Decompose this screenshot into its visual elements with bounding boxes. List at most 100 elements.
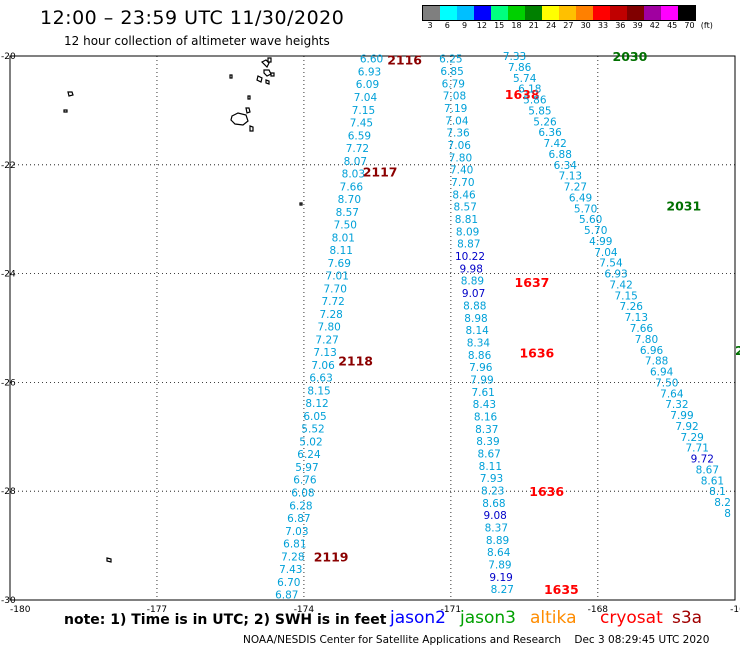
wave-height-value: 8.39 — [476, 436, 499, 448]
wave-height-value: 7.27 — [564, 182, 587, 194]
wave-height-value: 6.24 — [297, 449, 321, 461]
wave-height-value: 8.46 — [452, 189, 476, 201]
wave-height-value: 6.60 — [360, 54, 383, 66]
wave-height-value: 7.33 — [503, 51, 526, 63]
wave-height-value: 6.18 — [518, 84, 541, 96]
wave-height-value: 6.36 — [538, 127, 562, 139]
latitude-label: -24 — [1, 270, 16, 280]
wave-height-value: 7.99 — [470, 374, 493, 386]
color-scale-label: 3 — [427, 21, 433, 30]
color-swatch — [576, 6, 593, 20]
color-scale-label: 18 — [511, 21, 522, 30]
wave-height-value: 5.85 — [528, 105, 551, 117]
color-scale-label: 24 — [546, 21, 557, 30]
wave-height-value: 7.99 — [670, 410, 693, 422]
wave-height-value: 8.15 — [307, 385, 330, 397]
satellite-legend-item: altika — [530, 608, 577, 628]
track-b: 6.256.856.797.087.197.047.367.067.807.40… — [439, 54, 579, 597]
wave-height-value: 6.93 — [358, 66, 381, 78]
wave-height-value: 8.14 — [465, 325, 489, 337]
wave-height-value: 8.37 — [475, 424, 498, 436]
wave-height-value: 5.97 — [295, 462, 318, 474]
wave-height-value: 7.80 — [449, 152, 472, 164]
wave-height-value: 6.08 — [291, 487, 314, 499]
wave-height-value: 7.70 — [324, 283, 347, 295]
wave-height-value: 8.11 — [479, 461, 502, 473]
wave-height-value: 7.72 — [346, 143, 369, 155]
pass-number-label: 2117 — [363, 164, 398, 179]
wave-height-value: 8.37 — [485, 522, 508, 534]
wave-height-value: 7.04 — [445, 115, 469, 127]
wave-height-value: 7.13 — [625, 312, 648, 324]
wave-height-value: 6.79 — [442, 78, 465, 90]
wave-height-value: 7.54 — [599, 258, 623, 270]
wave-height-value: 7.66 — [630, 323, 654, 335]
color-swatch — [440, 6, 457, 20]
credit-text: NOAA/NESDIS Center for Satellite Applica… — [243, 634, 561, 646]
wave-height-value: 7.70 — [451, 177, 474, 189]
wave-height-value: 8.16 — [474, 411, 498, 423]
wave-height-value: 6.88 — [549, 149, 572, 161]
color-scale-label: 42 — [649, 21, 660, 30]
wave-height-value: 6.93 — [604, 269, 627, 281]
map-subtitle: 12 hour collection of altimeter wave hei… — [64, 34, 330, 48]
color-swatch — [525, 6, 542, 20]
wave-height-value: 6.76 — [293, 475, 317, 487]
wave-height-value: 6.59 — [348, 130, 371, 142]
wave-height-value: 6.28 — [289, 500, 312, 512]
wave-height-value: 6.63 — [309, 373, 332, 385]
wave-height-value: 6.96 — [640, 345, 664, 357]
wave-height-value: 6.09 — [356, 79, 379, 91]
longitude-label: -174 — [294, 605, 315, 615]
wave-height-value: 8.88 — [463, 300, 486, 312]
wave-height-value: 7.92 — [675, 421, 698, 433]
wave-height-value: 8.34 — [467, 337, 491, 349]
pass-number-label: 1636 — [519, 345, 554, 360]
pass-number-label: 1635 — [544, 582, 579, 597]
color-scale-label: 45 — [667, 21, 678, 30]
wave-height-value: 7.28 — [319, 309, 342, 321]
wave-height-value: 8.98 — [464, 313, 487, 325]
color-swatch — [678, 6, 695, 20]
credit-line: NOAA/NESDIS Center for Satellite Applica… — [243, 634, 709, 646]
pass-number-label: 2030 — [613, 49, 648, 64]
wave-height-value: 10.22 — [455, 251, 485, 263]
pass-number-label: 1638 — [505, 87, 540, 102]
color-swatch — [474, 6, 491, 20]
wave-height-value: 8.12 — [305, 398, 328, 410]
wave-height-value: 6.25 — [439, 54, 462, 66]
wave-height-value: 9.19 — [489, 572, 512, 584]
wave-height-value: 7.06 — [448, 140, 472, 152]
color-swatch — [491, 6, 508, 20]
track-a: 6.606.936.097.047.157.456.597.728.078.03… — [275, 52, 422, 601]
map-frame — [9, 55, 736, 601]
wave-height-value: 6.70 — [277, 577, 300, 589]
wave-height-value: 8.27 — [491, 584, 514, 596]
color-scale-label: 9 — [462, 21, 468, 30]
wave-height-value: 7.66 — [340, 181, 364, 193]
color-swatch — [627, 6, 644, 20]
latitude-label: -22 — [1, 161, 16, 171]
wave-height-value: 7.27 — [315, 334, 338, 346]
color-scale-label: 33 — [597, 21, 609, 30]
wave-height-value: 7.04 — [354, 92, 378, 104]
wave-height-value: 5.70 — [584, 225, 607, 237]
wave-height-value: 6.81 — [283, 539, 306, 551]
satellite-legend-item: jason3 — [460, 608, 516, 628]
longitude-label: -168 — [588, 605, 609, 615]
wave-height-value: 8.03 — [342, 169, 365, 181]
wave-height-value: 6.87 — [287, 513, 310, 525]
wave-height-value: 5.52 — [301, 424, 324, 436]
wave-height-value: 8.43 — [473, 399, 496, 411]
wave-height-value: 7.13 — [313, 347, 336, 359]
color-scale-bar — [422, 5, 696, 21]
pass-number-label: 1637 — [515, 275, 550, 290]
wave-height-value: 8.81 — [455, 214, 478, 226]
longitude-label: -177 — [147, 605, 167, 615]
pass-number-label: 1636 — [529, 484, 564, 499]
wave-height-value: 7.36 — [446, 128, 470, 140]
longitude-label: -16 — [730, 605, 740, 615]
wave-height-value: 7.86 — [508, 62, 532, 74]
wave-height-value: 7.26 — [620, 301, 644, 313]
